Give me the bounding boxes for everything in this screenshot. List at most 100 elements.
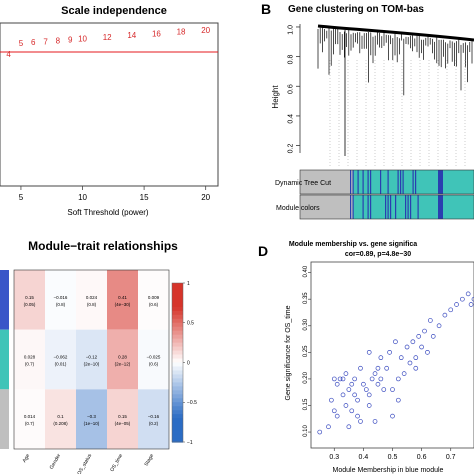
panel-c-row-color-grey xyxy=(0,389,9,449)
panel-c-cell-pvalue: (0.05) xyxy=(24,302,36,307)
panel-d-point xyxy=(375,381,381,387)
panel-c-scale-segment xyxy=(172,438,183,443)
panel-c: Module−trait relationships 0.15 (0.05) −0.… xyxy=(0,239,197,474)
panel-d-point xyxy=(340,392,346,398)
panel-a-title: Scale independence xyxy=(61,5,167,17)
panel-c-cell-pvalue: (0.6) xyxy=(149,302,159,307)
panel-c-scale-segment xyxy=(172,334,183,340)
panel-c-cell xyxy=(107,270,138,330)
panel-c-cell xyxy=(107,389,138,449)
panel-c-cell-pvalue: (0.7) xyxy=(25,421,35,426)
panel-b-y-tick-label: 0.6 xyxy=(288,84,295,94)
panel-c-scale-tick-label: 1 xyxy=(187,281,190,287)
panel-c-column-label: OS_status xyxy=(76,453,93,474)
panel-c-cell-value: 0.028 xyxy=(24,355,36,360)
panel-b-row-label-module: Module colors xyxy=(276,205,320,212)
panel-c-cell-value: 0.009 xyxy=(148,295,160,300)
panel-b-color-stripe-blue xyxy=(390,195,392,219)
panel-d-point xyxy=(331,408,337,414)
panel-a-x-tick-label: 20 xyxy=(201,193,210,202)
panel-c-scale-segment xyxy=(172,410,183,415)
panel-d-x-tick-label: 0.6 xyxy=(417,454,427,461)
panel-c-scale-segment xyxy=(172,402,183,407)
panel-c-cell xyxy=(138,329,169,390)
panel-c-scale-segment xyxy=(172,302,183,308)
panel-c-scale-tick-label: −0.5 xyxy=(187,400,197,406)
panel-d-points xyxy=(317,291,474,435)
panel-d-title: Module membership vs. gene significa xyxy=(289,241,417,248)
panel-d-point xyxy=(340,376,346,382)
panel-a-x-tick-label: 15 xyxy=(140,193,149,202)
panel-d-point xyxy=(349,381,355,387)
panel-d-point xyxy=(366,349,372,355)
panel-c-cell xyxy=(76,329,107,390)
panel-b-color-stripe-blue xyxy=(438,170,443,194)
panel-c-scale-segment xyxy=(172,358,183,364)
panel-d-xlabel: Module Membership in blue module xyxy=(333,467,444,474)
panel-c-scale-segment xyxy=(172,426,183,431)
panel-d-point xyxy=(442,312,448,318)
panel-a-point-label: 16 xyxy=(152,29,161,38)
panel-b-color-stripe-blue xyxy=(438,195,443,219)
panel-d-y-tick-label: 0.15 xyxy=(303,398,309,410)
panel-c-scale-segment xyxy=(172,283,183,288)
panel-b-color-stripe-blue xyxy=(417,195,419,219)
panel-c-cell-pvalue: (2e−10) xyxy=(84,362,100,367)
panel-d-point xyxy=(407,360,413,366)
panel-c-cell xyxy=(107,329,138,390)
panel-d-point xyxy=(372,419,378,424)
panel-d-point xyxy=(361,381,366,387)
panel-c-scale-segment xyxy=(172,390,183,395)
panel-c-scale-segment xyxy=(172,306,183,312)
panel-c-cell-pvalue: (0.2) xyxy=(149,421,159,426)
panel-b-color-stripe-blue xyxy=(350,170,352,194)
panel-c-scale-segment xyxy=(172,286,183,292)
panel-d-point xyxy=(401,371,407,376)
panel-b-y-tick-label: 0.4 xyxy=(288,114,295,124)
panel-a-plot-area xyxy=(0,22,219,187)
panel-b-color-stripe-blue xyxy=(367,170,369,194)
panel-d-point xyxy=(378,376,384,382)
panel-d-point xyxy=(465,291,471,297)
panel-d-x-tick-label: 0.7 xyxy=(446,454,456,461)
panel-c-cell-value: 0.014 xyxy=(24,414,36,419)
panel-c-cell-pvalue: (0.8) xyxy=(56,302,66,307)
panel-b-title: Gene clustering on TOM-bas xyxy=(288,4,424,15)
panel-d-point xyxy=(422,328,427,334)
panel-d-point xyxy=(343,371,349,376)
panel-c-cell-value: −0.3 xyxy=(87,414,96,419)
panel-d-x-tick-label: 0.4 xyxy=(359,454,369,461)
panel-d-point xyxy=(427,318,433,323)
panel-c-scale-segment xyxy=(172,294,183,300)
panel-c-column-label: Gender xyxy=(49,453,63,471)
panel-d-subtitle: cor=0.89, p=4.8e−30 xyxy=(345,251,411,258)
panel-c-scale-segment xyxy=(172,322,183,328)
panel-c-scale-segment xyxy=(172,414,183,419)
panel-c-scale-segment xyxy=(172,362,183,368)
panel-b-color-stripe-blue xyxy=(357,170,359,194)
panel-c-cell-pvalue: (0.01) xyxy=(55,362,67,367)
panel-c-cell xyxy=(14,270,45,330)
panel-d-y-tick-label: 0.35 xyxy=(303,292,309,304)
panel-d-point xyxy=(331,376,337,382)
panel-c-cell xyxy=(138,270,169,330)
panel-b-dendro-top-band xyxy=(317,24,474,42)
panel-c-scale-segment xyxy=(172,310,183,316)
panel-c-row-colors xyxy=(0,270,9,449)
panel-c-scale-tick-label: 0.5 xyxy=(187,321,194,327)
panel-b-color-stripe-blue xyxy=(397,170,399,194)
panel-d-label: D xyxy=(258,243,268,259)
panel-b-color-stripe-blue xyxy=(405,195,407,219)
panel-c-scale-segment xyxy=(172,338,183,344)
panel-c-scale-segment xyxy=(172,318,183,324)
panel-c-scale-segment xyxy=(172,434,183,439)
panel-c-row-color-blue xyxy=(0,270,9,330)
panel-c-scale-segment xyxy=(172,366,183,372)
panel-a-point-label: 20 xyxy=(201,26,210,35)
panel-c-scale-tick-label: −1 xyxy=(187,440,193,446)
panel-d-x-tick-label: 0.5 xyxy=(388,454,398,461)
panel-b-y-tick-label: 1.0 xyxy=(288,25,295,35)
panel-d-y-tick-label: 0.30 xyxy=(303,318,309,330)
panel-c-scale-segment xyxy=(172,370,183,376)
panel-c-cell xyxy=(14,389,45,449)
